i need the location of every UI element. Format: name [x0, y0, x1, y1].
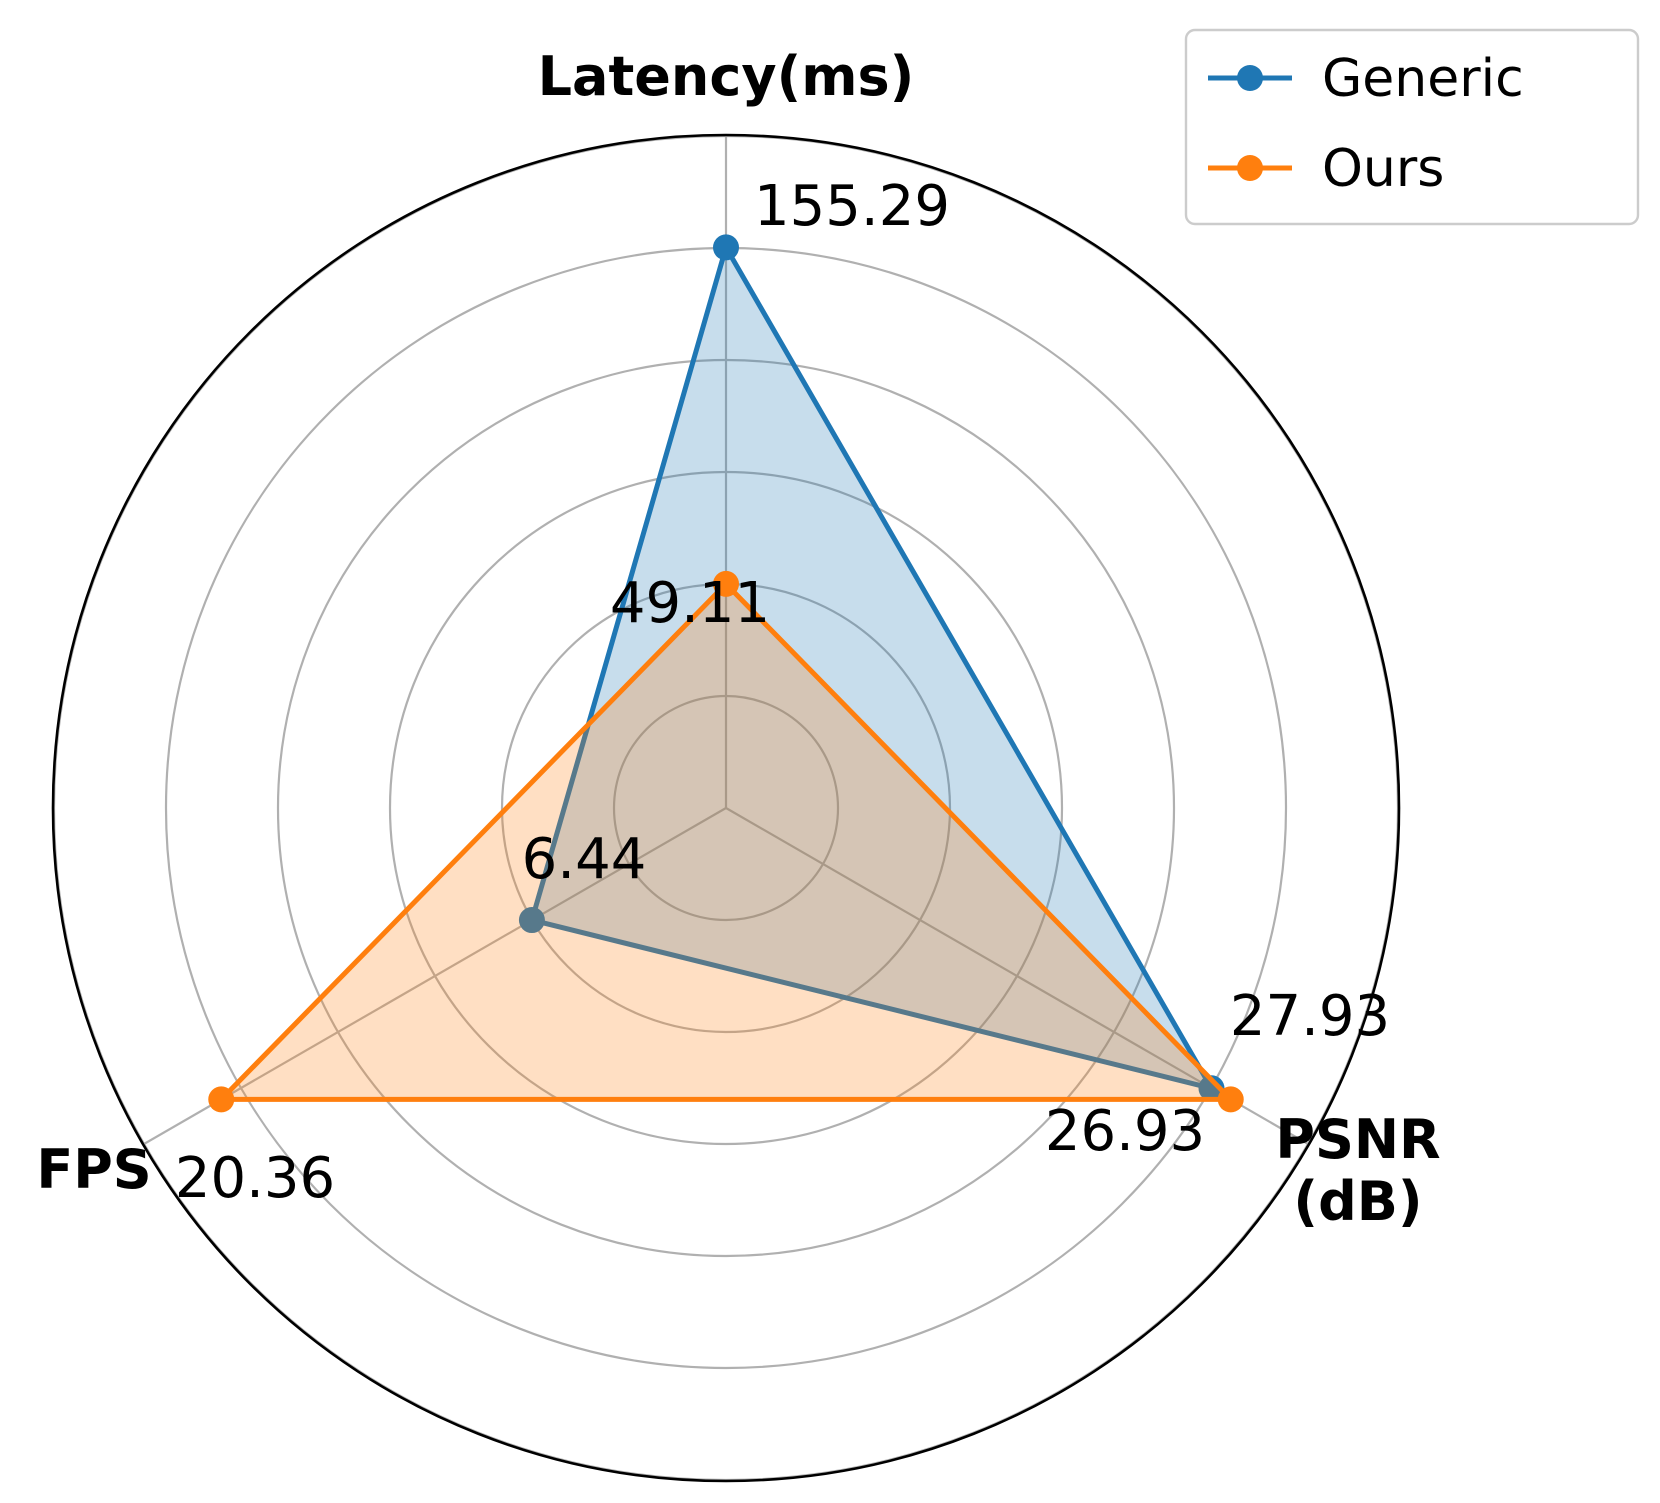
data-point-ours: [713, 570, 739, 597]
data-point-generic: [518, 907, 545, 934]
series-fill-generic: [531, 247, 1212, 1089]
legend-label-ours: Ours: [1322, 139, 1444, 199]
series-fill-ours: [221, 583, 1231, 1100]
value-label-generic: 155.29: [754, 174, 950, 239]
data-point-ours: [208, 1086, 235, 1113]
axis-label: FPS: [36, 1138, 151, 1201]
value-label-ours: 49.11: [610, 571, 770, 636]
value-label-ours: 20.36: [175, 1146, 335, 1211]
outer-frame: [51, 133, 1401, 1483]
legend: Generic Ours: [1184, 28, 1640, 226]
data-point-generic: [1198, 1075, 1225, 1102]
series-line-ours: [218, 581, 1234, 1102]
legend-marker-generic: [1237, 65, 1263, 91]
axis-spoke: [142, 807, 727, 1146]
axis-label: Latency(ms): [538, 45, 915, 108]
legend-label-generic: Generic: [1322, 49, 1524, 109]
legend-marker-ours: [1237, 155, 1263, 181]
series-line-generic: [529, 244, 1214, 1091]
value-label-ours: 27.93: [1230, 984, 1390, 1049]
value-label-generic: 26.93: [1045, 1099, 1205, 1164]
legend-box: [1184, 28, 1640, 226]
data-point-generic: [713, 234, 739, 261]
value-label-generic: 6.44: [522, 827, 647, 892]
data-point-ours: [1217, 1086, 1244, 1113]
axis-label: PSNR (dB): [1275, 1108, 1440, 1233]
